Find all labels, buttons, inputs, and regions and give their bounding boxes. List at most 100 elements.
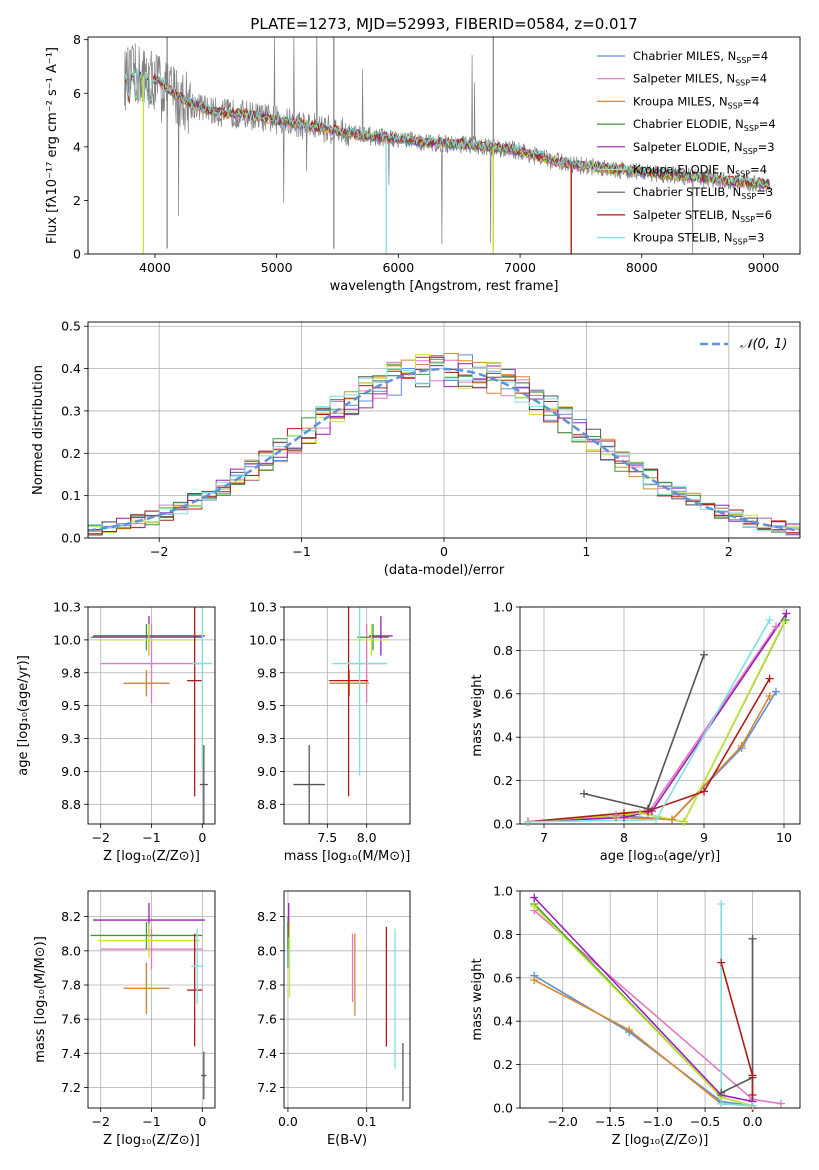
legend-label: Kroupa ELODIE, NSSP=4	[633, 163, 767, 179]
y-tick-label: 8	[73, 32, 81, 47]
spectrum-frame	[87, 36, 801, 255]
mass-weight-marker	[780, 618, 788, 627]
y-tick-label: 8.2	[257, 909, 277, 924]
age_vs_mass-panel: 7.5 8.0 8.8 9.0 9.3 9.5 9.8 10.0 10.3 mass [log₁₀…	[249, 600, 411, 864]
massweight_vs_age-panel: 7 8 9 10 0.0 0.2 0.4 0.6 0.8 1.0 age [log₁₀(age/yr…	[470, 600, 801, 864]
y-tick-label: 0.8	[493, 927, 513, 942]
y-tick-label: 7.2	[257, 1080, 277, 1095]
massweight_vs_age-plot-area	[527, 613, 788, 823]
mass-weight-marker	[625, 1025, 634, 1034]
x-tick-label: −2	[150, 544, 168, 559]
y-tick-label: 10.3	[249, 600, 277, 615]
massweight_vs_age-frame	[519, 606, 801, 825]
x-tick-label: −1.5	[595, 1114, 625, 1129]
x-tick-label: 5000	[261, 260, 293, 275]
x-tick-label: 10	[776, 830, 792, 845]
mass-weight-marker	[717, 1099, 726, 1108]
y-tick-label: 10.0	[53, 632, 81, 647]
figure-title: PLATE=1273, MJD=52993, FIBERID=0584, z=0…	[250, 15, 637, 33]
mass_vs_ebv-panel: 0.0 0.1 7.2 7.4 7.6 7.8 8.0 8.2 E(B-V)	[257, 890, 411, 1148]
age_vs_Z-frame	[87, 606, 216, 825]
mass-weight-marker	[530, 902, 539, 911]
x-tick-label: −2	[91, 1114, 109, 1129]
x-axis-label: Z [log₁₀(Z/Z⊙)]	[103, 1133, 200, 1148]
x-tick-label: 7	[540, 830, 548, 845]
x-tick-label: −2.0	[548, 1114, 578, 1129]
spectrum-legend: Chabrier MILES, NSSP=4 Salpeter MILES, NS…	[597, 49, 776, 247]
x-axis-label: E(B-V)	[327, 1133, 367, 1148]
age_vs_mass-frame	[283, 606, 411, 825]
gaussian-reference-curve	[88, 367, 800, 532]
mass-weight-marker	[748, 1071, 757, 1080]
mass-weight-marker	[748, 1090, 757, 1099]
mass-weight-marker	[782, 609, 791, 618]
x-tick-label: 0.0	[743, 1114, 763, 1129]
mass-weight-marker	[772, 687, 780, 696]
mass-weight-marker	[700, 650, 708, 659]
mass-weight-marker	[748, 1101, 757, 1110]
legend-label: Salpeter MILES, NSSP=4	[633, 72, 767, 88]
y-axis-label: mass [log₁₀(M/M⊙)]	[33, 936, 48, 1063]
y-tick-label: 0.4	[493, 1014, 513, 1029]
mass_vs_Z-frame	[87, 890, 216, 1109]
y-tick-label: 4	[73, 139, 81, 154]
x-tick-label: 0.0	[278, 1114, 298, 1129]
mass-weight-marker	[680, 817, 688, 826]
x-tick-label: 2	[725, 544, 733, 559]
y-tick-label: 0.2	[61, 446, 81, 461]
age_vs_mass-plot-area	[293, 607, 393, 824]
y-tick-label: 0.6	[493, 970, 513, 985]
mass-weight-marker	[748, 934, 757, 943]
y-tick-label: 7.6	[61, 1012, 81, 1027]
y-tick-label: 1.0	[493, 884, 513, 899]
y-tick-label: 0.2	[493, 1057, 513, 1072]
x-tick-label: −1.0	[642, 1114, 672, 1129]
x-tick-label: −2	[91, 830, 109, 845]
x-axis-label: Z [log₁₀(Z/Z⊙)]	[103, 849, 200, 864]
y-tick-label: 10.0	[249, 632, 277, 647]
y-tick-label: 0.4	[61, 361, 81, 376]
x-tick-label: 4000	[139, 260, 171, 275]
y-axis-label: Normed distribution	[31, 365, 46, 495]
y-tick-label: 8.8	[257, 797, 277, 812]
y-tick-label: 0.4	[493, 730, 513, 745]
mass-weight-marker	[765, 691, 774, 700]
mass_vs_ebv-frame	[283, 890, 411, 1109]
residual-histogram-kroupa_stelib	[88, 362, 800, 536]
legend-label: Kroupa STELIB, NSSP=3	[633, 231, 764, 247]
y-tick-label: 0.6	[493, 686, 513, 701]
y-tick-label: 9.0	[257, 764, 277, 779]
mass-weight-marker	[717, 1088, 726, 1097]
legend-label: Chabrier MILES, NSSP=4	[633, 49, 768, 65]
x-axis-label: age [log₁₀(age/yr)]	[600, 849, 721, 864]
x-tick-label: 8000	[626, 260, 658, 275]
mass-weight-marker	[700, 787, 708, 796]
massweight_vs_Z-panel: −2.0 −1.5 −1.0 −0.5 0.0 0.0 0.2 0.4 0.6 0.8 1.0 Z […	[470, 884, 801, 1148]
mass-weight-line-chabrier_stelib	[720, 938, 754, 1108]
y-axis-label: mass weight	[470, 674, 485, 756]
y-tick-label: 9.3	[61, 731, 81, 746]
mass-weight-marker	[765, 616, 774, 625]
y-tick-label: 9.3	[257, 731, 277, 746]
mass-weight-marker	[717, 900, 726, 909]
y-tick-label: 9.8	[61, 665, 81, 680]
mass-weight-marker	[524, 817, 532, 826]
mass-weight-line-salpeter_elodie	[527, 613, 788, 823]
y-tick-label: 8.8	[61, 797, 81, 812]
y-tick-label: 7.8	[257, 977, 277, 992]
y-tick-label: 7.4	[61, 1046, 81, 1061]
y-tick-label: 7.2	[61, 1080, 81, 1095]
mass_vs_Z-panel: −2 −1 0 7.2 7.4 7.6 7.8 8.0 8.2 Z [log₁₀(Z/Z⊙)] ma…	[33, 890, 216, 1148]
y-tick-label: 9.8	[257, 665, 277, 680]
x-tick-label: −1	[142, 830, 160, 845]
legend-label: Chabrier ELODIE, NSSP=4	[633, 117, 776, 133]
x-tick-label: 8.0	[357, 830, 377, 845]
y-tick-label: 0	[73, 247, 81, 262]
residual-histogram-salpeter_elodie	[88, 356, 800, 535]
x-tick-label: 9000	[748, 260, 780, 275]
mass-weight-marker	[737, 741, 746, 750]
residuals-frame	[87, 321, 801, 539]
model-spectrum-kroupa_stelib	[124, 68, 770, 188]
y-tick-label: 8.0	[257, 943, 277, 958]
